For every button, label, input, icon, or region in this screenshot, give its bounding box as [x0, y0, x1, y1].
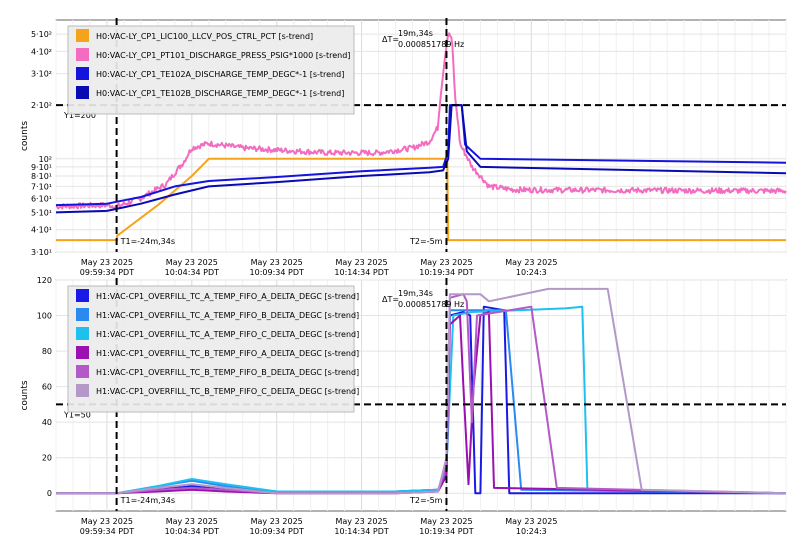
- x-tick-date: May 23 2025: [166, 258, 218, 267]
- x-tick-time: 10:24:3: [516, 527, 547, 536]
- series-line-2: [55, 32, 787, 210]
- legend-swatch: [76, 327, 89, 340]
- delta-t-frequency: 0.000851789 Hz: [398, 300, 464, 309]
- legend-label: H0:VAC-LY_CP1_TE102B_DISCHARGE_TEMP_DEGC…: [96, 89, 344, 98]
- legend-swatch: [76, 308, 89, 321]
- y1-cursor-label: Y1=200: [63, 111, 96, 120]
- series-line-1: [56, 157, 786, 242]
- y1-cursor-label: Y1=50: [63, 410, 91, 419]
- y-tick-label: 8·10¹: [31, 172, 52, 181]
- legend-label: H1:VAC-CP1_OVERFILL_TC_A_TEMP_FIFO_B_DEL…: [96, 311, 359, 320]
- y-tick-label: 7·10¹: [31, 182, 52, 191]
- legend-label: H1:VAC-CP1_OVERFILL_TC_A_TEMP_FIFO_A_DEL…: [96, 292, 359, 301]
- y-tick-label: 60: [42, 383, 52, 392]
- x-tick-date: May 23 2025: [251, 517, 303, 526]
- x-tick-date: May 23 2025: [81, 258, 133, 267]
- delta-t-frequency: 0.000851789 Hz: [398, 40, 464, 49]
- y-tick-label: 2·10²: [31, 101, 52, 110]
- y-tick-label: 6·10¹: [31, 194, 52, 203]
- delta-t-label: ΔT=: [382, 35, 399, 44]
- x-tick-date: May 23 2025: [505, 517, 557, 526]
- legend-swatch: [76, 86, 89, 99]
- legend-label: H1:VAC-CP1_OVERFILL_TC_B_TEMP_FIFO_B_DEL…: [96, 368, 359, 377]
- t2-cursor-label: T2=-5m: [409, 237, 443, 246]
- legend-label: H0:VAC-LY_CP1_TE102A_DISCHARGE_TEMP_DEGC…: [96, 70, 344, 79]
- legend-label: H1:VAC-CP1_OVERFILL_TC_B_TEMP_FIFO_C_DEL…: [96, 387, 359, 396]
- x-tick-date: May 23 2025: [251, 258, 303, 267]
- x-tick-time: 10:04:34 PDT: [165, 527, 219, 536]
- x-tick-time: 10:24:3: [516, 268, 547, 277]
- y-tick-label: 100: [37, 312, 52, 321]
- legend-swatch: [76, 67, 89, 80]
- y-tick-label: 20: [42, 454, 52, 463]
- y-tick-label: 5·10¹: [31, 208, 52, 217]
- y-tick-label: 3·10²: [31, 70, 52, 79]
- x-tick-date: May 23 2025: [335, 517, 387, 526]
- legend-label: H0:VAC-LY_CP1_PT101_DISCHARGE_PRESS_PSIG…: [96, 51, 350, 60]
- t2-cursor-label: T2=-5m: [409, 496, 443, 505]
- x-tick-time: 09:59:34 PDT: [80, 527, 134, 536]
- y-axis-label: counts: [20, 380, 30, 410]
- y-axis-label: counts: [20, 121, 30, 151]
- x-tick-time: 10:19:34 PDT: [419, 268, 473, 277]
- x-tick-date: May 23 2025: [505, 258, 557, 267]
- x-tick-date: May 23 2025: [420, 517, 472, 526]
- legend-label: H1:VAC-CP1_OVERFILL_TC_B_TEMP_FIFO_A_DEL…: [96, 349, 359, 358]
- y-tick-label: 120: [37, 276, 52, 285]
- series-line-4: [55, 104, 787, 214]
- delta-t-value: 19m,34s: [398, 289, 433, 298]
- legend-swatch: [76, 346, 89, 359]
- x-tick-time: 10:19:34 PDT: [419, 527, 473, 536]
- t1-cursor-label: T1=-24m,34s: [120, 237, 175, 246]
- x-tick-time: 10:14:34 PDT: [334, 527, 388, 536]
- legend-label: H1:VAC-CP1_OVERFILL_TC_A_TEMP_FIFO_C_DEL…: [96, 330, 359, 339]
- legend-box: [67, 25, 355, 115]
- y-tick-label: 9·10¹: [31, 163, 52, 172]
- x-tick-date: May 23 2025: [166, 517, 218, 526]
- x-tick-date: May 23 2025: [420, 258, 472, 267]
- x-tick-time: 10:09:34 PDT: [250, 268, 304, 277]
- delta-t-label: ΔT=: [382, 295, 399, 304]
- y-tick-label: 40: [42, 418, 52, 427]
- y-tick-label: 4·10²: [31, 47, 52, 56]
- t1-cursor-label: T1=-24m,34s: [120, 496, 175, 505]
- y-tick-label: 3·10¹: [31, 248, 52, 257]
- legend-label: H0:VAC-LY_CP1_LIC100_LLCV_POS_CTRL_PCT […: [96, 32, 313, 41]
- x-tick-time: 10:14:34 PDT: [334, 268, 388, 277]
- y-tick-label: 4·10¹: [31, 226, 52, 235]
- legend-swatch: [76, 289, 89, 302]
- x-tick-date: May 23 2025: [81, 517, 133, 526]
- delta-t-value: 19m,34s: [398, 29, 433, 38]
- y-tick-label: 0: [47, 489, 52, 498]
- legend: H0:VAC-LY_CP1_LIC100_LLCV_POS_CTRL_PCT […: [67, 25, 355, 115]
- legend-swatch: [76, 365, 89, 378]
- legend-swatch: [76, 48, 89, 61]
- x-tick-date: May 23 2025: [335, 258, 387, 267]
- y-tick-label: 5·10²: [31, 30, 52, 39]
- legend-swatch: [76, 384, 89, 397]
- legend-box: [67, 285, 355, 413]
- y-tick-label: 10²: [39, 155, 52, 164]
- y-tick-label: 80: [42, 347, 52, 356]
- x-tick-time: 10:04:34 PDT: [165, 268, 219, 277]
- legend-swatch: [76, 29, 89, 42]
- legend: H1:VAC-CP1_OVERFILL_TC_A_TEMP_FIFO_A_DEL…: [67, 285, 359, 413]
- x-tick-time: 10:09:34 PDT: [250, 527, 304, 536]
- x-tick-time: 09:59:34 PDT: [80, 268, 134, 277]
